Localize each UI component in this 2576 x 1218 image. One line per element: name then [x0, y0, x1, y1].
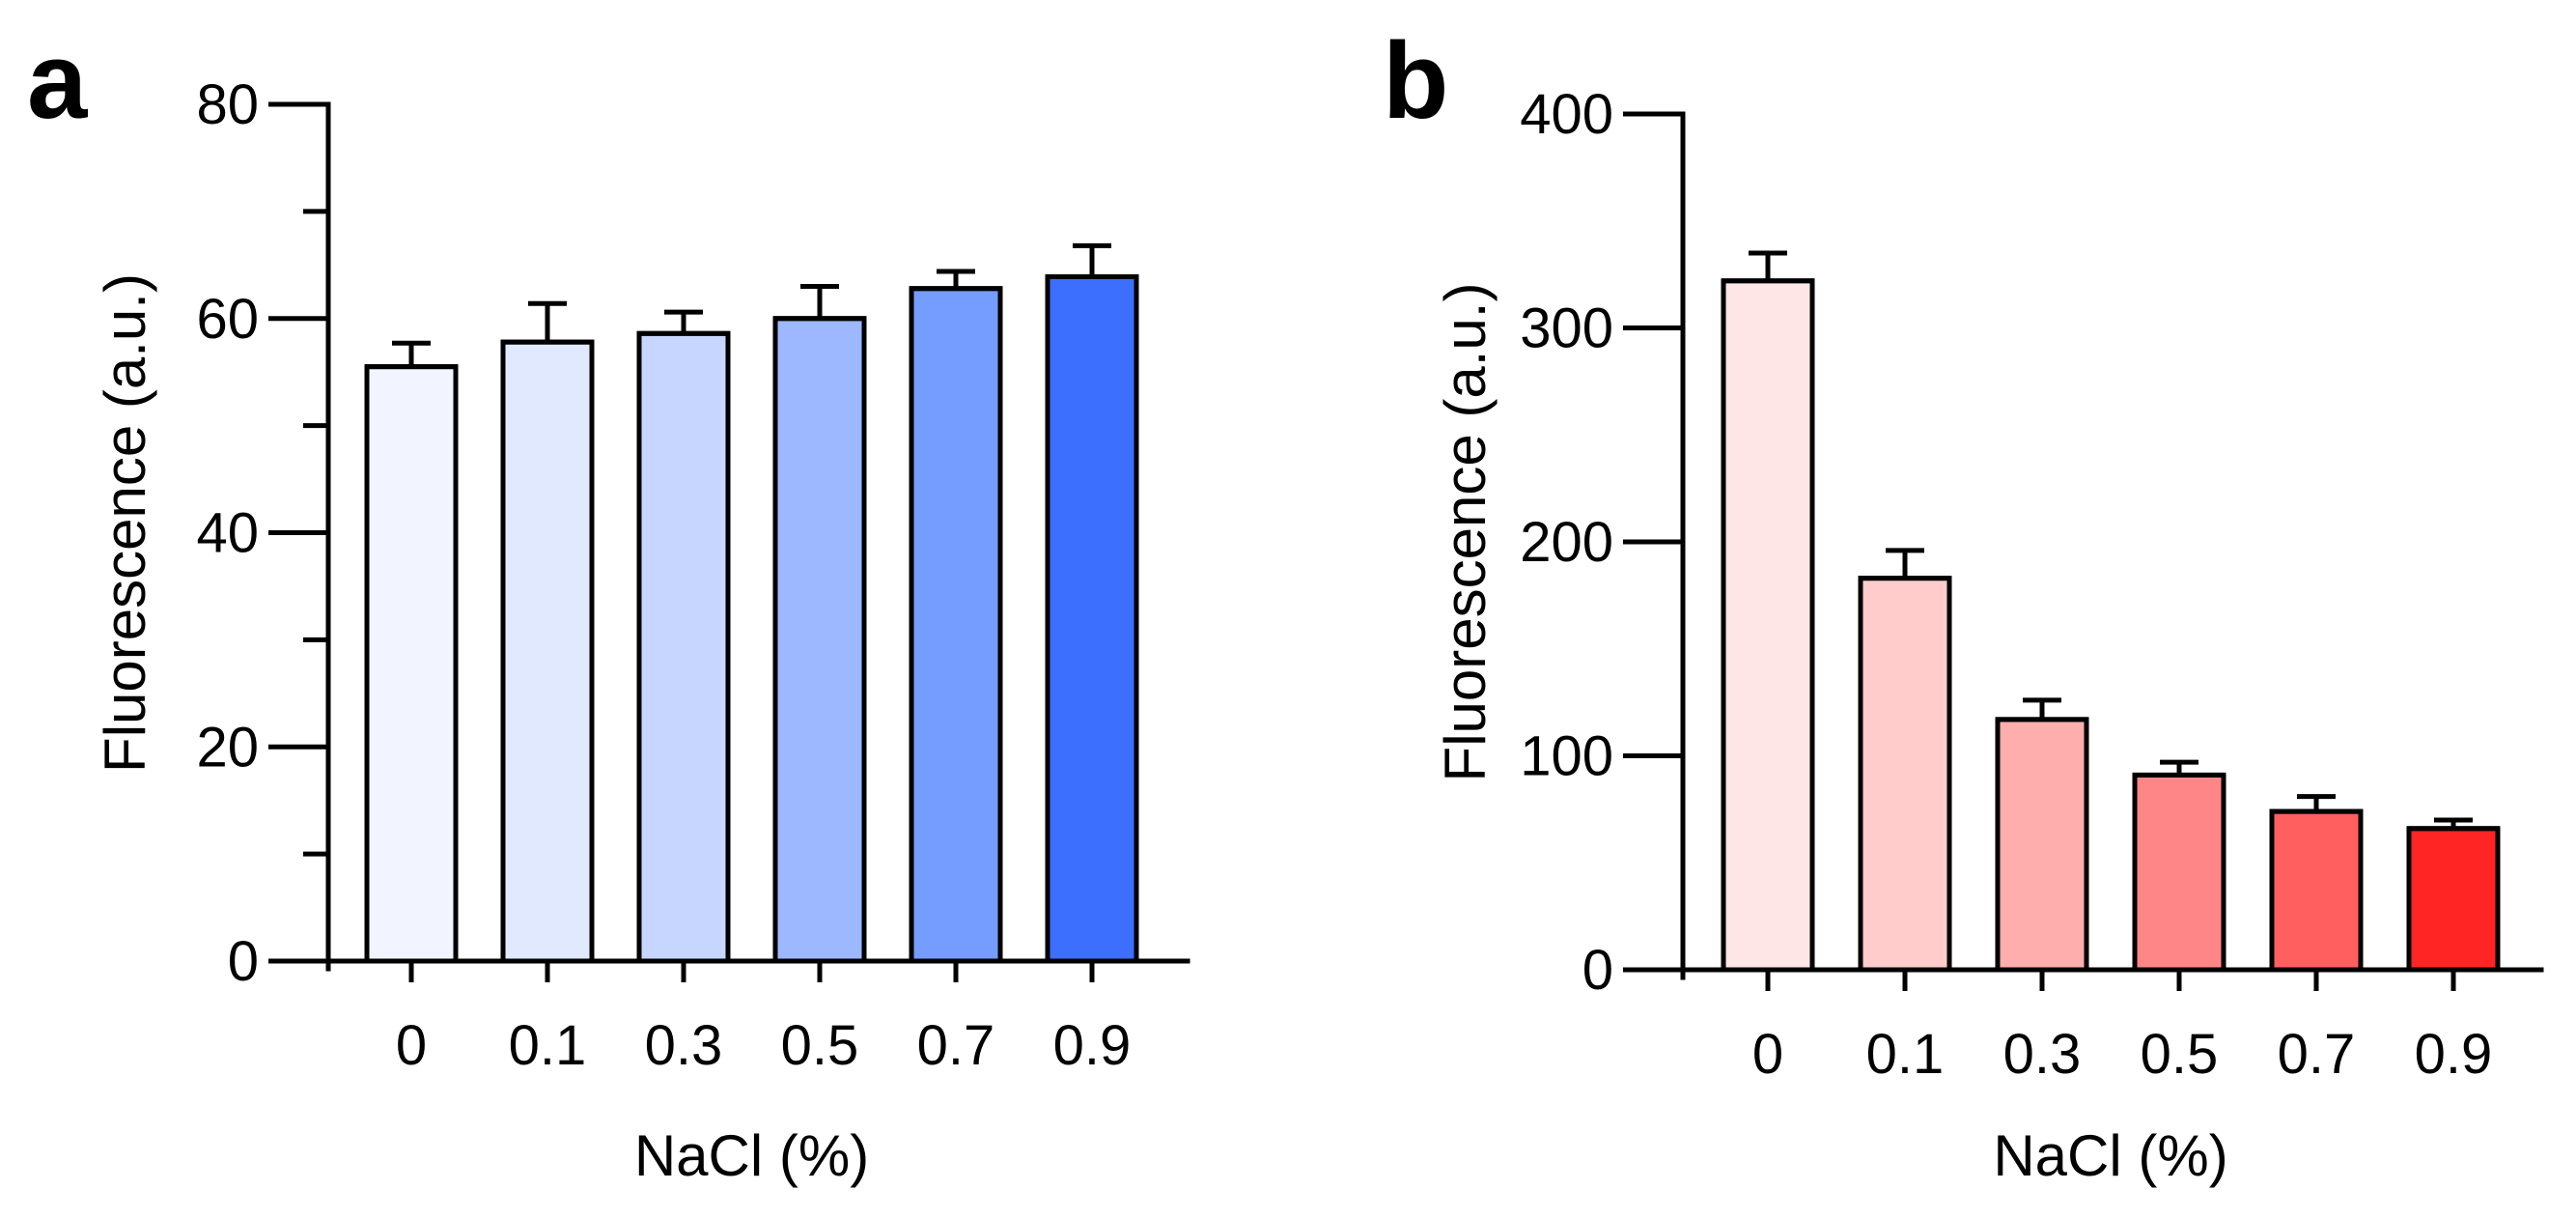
panel-b-xtick-label-5: 0.9 — [2415, 1023, 2493, 1086]
panel-b-ylabel: Fluorescence (a.u.) — [1433, 283, 1498, 782]
panel-b-bar-3 — [2132, 772, 2226, 973]
panel-a-ytick-label-1: 20 — [196, 716, 259, 779]
panel-b-errorbar-4 — [2270, 794, 2363, 814]
panel-a-bar-4 — [909, 286, 1003, 964]
panel-b-xtick-label-4: 0.7 — [2278, 1023, 2356, 1086]
panel-a-ytick-label-0: 0 — [228, 930, 259, 993]
panel-b-errorbar-2 — [1996, 697, 2088, 722]
panel-a-ylabel: Fluorescence (a.u.) — [93, 273, 157, 773]
panel-a-errorbar-0 — [365, 340, 458, 370]
panel-a-ytick-label-4: 80 — [196, 73, 259, 136]
panel-a-bar-5 — [1045, 274, 1139, 964]
panel-b: b 0 0.1 0.3 0.5 0.7 0.9 0 100 200 300 400 Fluoresce… — [1383, 20, 2544, 1188]
panel-a-errorbar-5 — [1046, 242, 1138, 280]
panel-b-bar-1 — [1858, 576, 1952, 973]
panel-b-errorbar-1 — [1859, 548, 1951, 581]
panel-a-xtick-label-2: 0.3 — [645, 1014, 723, 1077]
panel-a-xtick-label-0: 0 — [396, 1014, 427, 1077]
panel-a-ytick-label-2: 40 — [196, 502, 259, 565]
panel-a-bar-2 — [636, 330, 731, 964]
panel-b-ytick-label-3: 300 — [1520, 297, 1613, 360]
panel-b-bar-2 — [1995, 717, 2089, 973]
panel-a-ytick-label-3: 60 — [196, 288, 259, 351]
panel-a-errorbar-3 — [773, 283, 866, 322]
panel-a-xtick-label-1: 0.1 — [509, 1014, 587, 1077]
panel-a-errorbar-4 — [910, 269, 1002, 292]
panel-b-letter: b — [1383, 20, 1448, 141]
panel-a-bar-3 — [772, 316, 867, 964]
panel-b-ytick-label-4: 400 — [1520, 83, 1613, 146]
panel-a-bar-0 — [364, 364, 459, 964]
panel-a-xtick-label-3: 0.5 — [781, 1014, 859, 1077]
panel-b-xtick-label-2: 0.3 — [2003, 1023, 2082, 1086]
panel-b-bar-4 — [2269, 808, 2364, 973]
panel-a-xtick-label-5: 0.9 — [1053, 1014, 1132, 1077]
panel-b-ytick-label-0: 0 — [1582, 939, 1613, 1002]
panel-a-xlabel: NaCl (%) — [634, 1123, 869, 1188]
panel-a-bar-1 — [500, 339, 595, 964]
panel-a: a 0 0.1 0.3 0.5 0.7 0.9 0 20 40 60 80 Fluorescence … — [27, 20, 1190, 1188]
panel-a-xtick-label-4: 0.7 — [917, 1014, 995, 1077]
panel-a-letter: a — [27, 20, 88, 141]
panel-b-xtick-label-0: 0 — [1752, 1023, 1783, 1086]
panel-b-xtick-label-3: 0.5 — [2141, 1023, 2219, 1086]
panel-b-bar-5 — [2406, 826, 2501, 973]
panel-b-ytick-label-2: 200 — [1520, 511, 1613, 574]
panel-b-bar-0 — [1721, 278, 1815, 973]
panel-b-errorbar-0 — [1722, 250, 1814, 284]
panel-b-xlabel: NaCl (%) — [1993, 1123, 2227, 1188]
panel-a-errorbar-2 — [637, 309, 730, 336]
panel-b-errorbar-3 — [2133, 759, 2226, 778]
panel-b-errorbar-5 — [2407, 817, 2500, 832]
panel-a-errorbar-1 — [501, 300, 594, 345]
panel-b-ytick-label-1: 100 — [1520, 725, 1613, 788]
panel-b-xtick-label-1: 0.1 — [1866, 1023, 1945, 1086]
